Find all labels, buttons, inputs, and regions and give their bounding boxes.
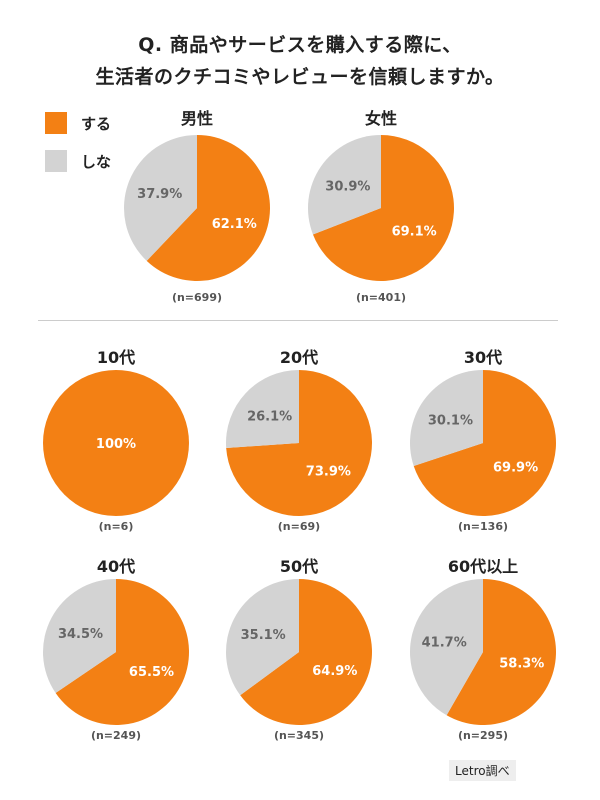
pie-title: 20代 <box>279 348 319 367</box>
legend-item-no: しな <box>45 150 111 172</box>
legend-label-yes: する <box>81 114 112 133</box>
pie-sample-size: (n=345) <box>273 729 325 742</box>
pie-slice-no <box>226 579 299 696</box>
pie-title: 40代 <box>96 557 136 576</box>
pie-label-yes: 62.1% <box>212 217 257 232</box>
pie-title: 女性 <box>364 109 397 128</box>
source-credit: Letro調べ <box>449 760 516 781</box>
pie-label-yes: 65.5% <box>129 665 174 680</box>
pie-slice-yes <box>146 135 270 281</box>
pie-svg: 65.5% 34.5% <box>43 579 189 725</box>
pie-title: 10代 <box>96 348 136 367</box>
pie-label-no: 30.9% <box>325 179 370 194</box>
pie-title: 30代 <box>463 348 503 367</box>
pie-svg: 62.1% 37.9% <box>123 135 270 281</box>
pie-slice-yes <box>43 370 189 516</box>
pie-label-no: 30.1% <box>428 414 473 429</box>
pie-slice-no <box>410 579 483 716</box>
pie-label-no: 35.1% <box>241 628 286 643</box>
pie-svg: 58.3% 41.7% <box>410 579 556 725</box>
pie-svg: 73.9% 26.1% <box>226 370 372 516</box>
section-divider <box>38 320 558 321</box>
pie-slice-yes <box>312 135 454 281</box>
pie-slice-no <box>226 370 299 449</box>
pie-title: 男性 <box>180 109 213 128</box>
pie-slice-no <box>123 135 197 261</box>
pie-slice-no <box>43 579 116 694</box>
pie-svg: 69.9% 30.1% <box>410 370 556 516</box>
pie-label-no: 41.7% <box>422 636 467 651</box>
pie-title: 50代 <box>279 557 319 576</box>
pie-label-yes: 73.9% <box>306 464 351 479</box>
pie-label-no: 37.9% <box>137 187 182 202</box>
pie-label-yes: 69.9% <box>493 460 538 475</box>
legend-swatch-no <box>45 150 67 172</box>
pie-slice-yes <box>226 370 372 516</box>
pie-slice-no <box>308 135 381 235</box>
legend-swatch-yes <box>45 112 67 134</box>
pie-slice-yes <box>446 579 556 725</box>
pie-sample-size: (n=249) <box>90 729 142 742</box>
pie-label-yes: 69.1% <box>392 225 437 240</box>
pie-label-no: 26.1% <box>247 410 292 425</box>
pie-sample-size: (n=6) <box>98 520 134 533</box>
pie-slice-yes <box>55 579 189 725</box>
pie-svg: 100% <box>43 370 189 516</box>
pie-slice-yes <box>413 370 556 516</box>
pie-label-yes: 58.3% <box>499 656 544 671</box>
chart-title-line-1: Q. 商品やサービスを購入する際に、 <box>138 34 462 56</box>
pie-sample-size: (n=699) <box>171 291 223 304</box>
pie-label-yes: 100% <box>96 437 136 452</box>
chart-title-line-2: 生活者のクチコミやレビューを信頼しますか。 <box>95 66 505 88</box>
pie-slice-yes <box>240 579 372 725</box>
legend-label-no: しな <box>81 152 112 171</box>
pie-label-no: 34.5% <box>58 627 103 642</box>
pie-sample-size: (n=136) <box>457 520 509 533</box>
pie-sample-size: (n=295) <box>457 729 509 742</box>
pie-title: 60代以上 <box>447 557 519 576</box>
pie-sample-size: (n=69) <box>277 520 321 533</box>
pie-label-yes: 64.9% <box>312 664 357 679</box>
legend-item-yes: する <box>45 112 111 134</box>
pie-svg: 64.9% 35.1% <box>226 579 372 725</box>
pie-sample-size: (n=401) <box>355 291 407 304</box>
pie-svg: 69.1% 30.9% <box>308 135 454 281</box>
pie-slice-no <box>410 370 483 466</box>
